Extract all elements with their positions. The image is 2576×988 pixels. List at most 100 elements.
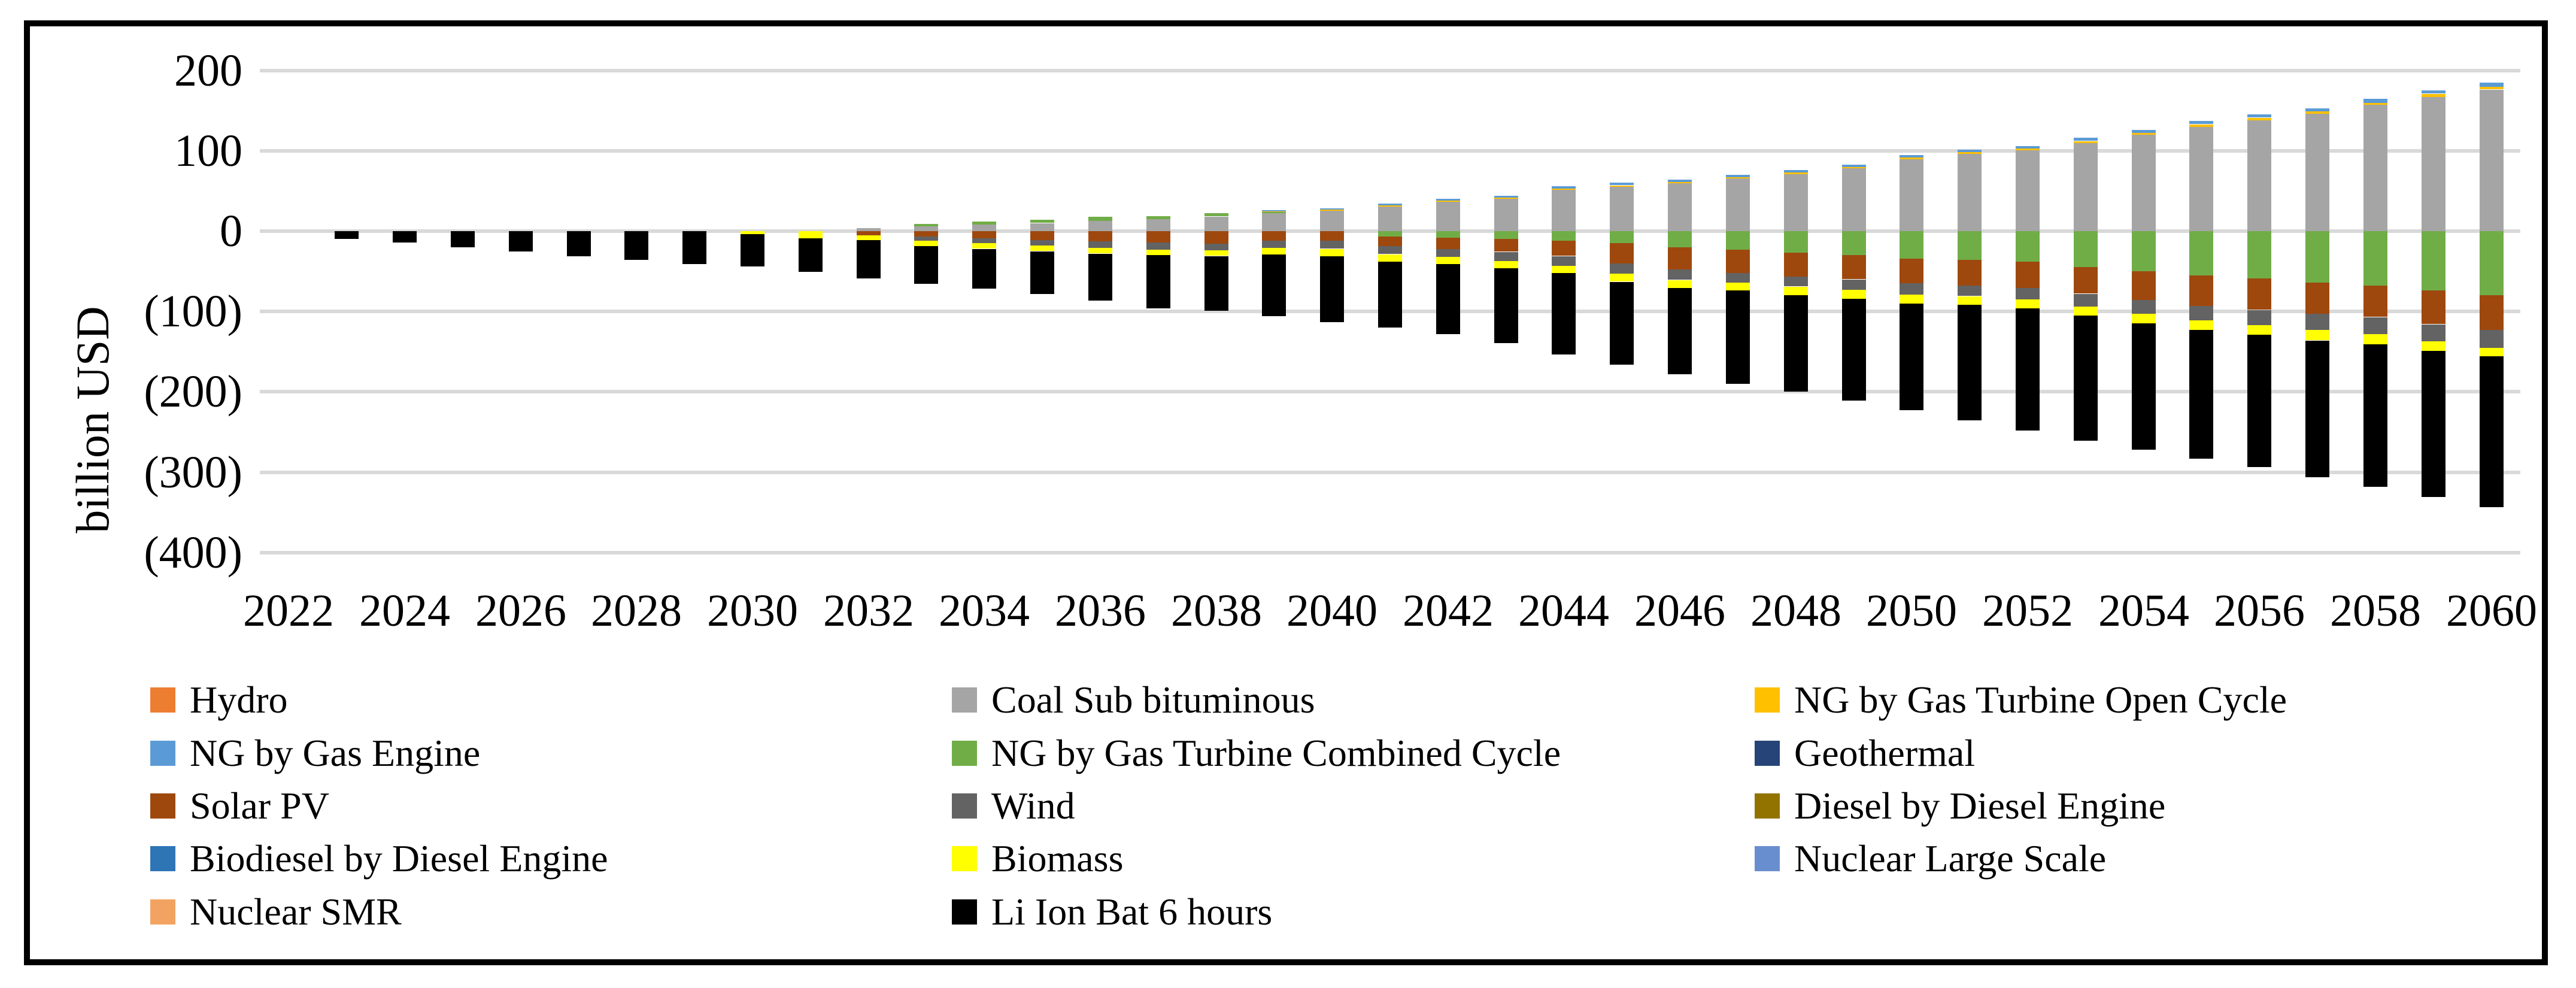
- x-tick-label: 2048: [1750, 586, 1841, 636]
- bar-segment-ng-by-gas-engine-2045: [1610, 183, 1634, 185]
- bar-segment-wind-2048: [1784, 277, 1808, 286]
- bar-segment-li-ion-bat-6-hours-2054: [2132, 323, 2156, 450]
- bar-segment-coal-sub-bituminous-2050: [1900, 159, 1923, 231]
- bar-segment-coal-sub-bituminous-2049: [1842, 168, 1866, 231]
- bar-segment-ng-by-gas-turbine-combined-cycle-2036: [1088, 217, 1112, 221]
- bar-segment-ng-by-gas-turbine-open-cycle-2041: [1378, 205, 1402, 207]
- legend-label: Nuclear Large Scale: [1794, 837, 2107, 880]
- y-tick-label: (200): [144, 366, 242, 417]
- bar-segment-solar-pv-2037: [1146, 231, 1170, 243]
- bar-segment-ng-by-gas-engine-2040: [1320, 208, 1344, 210]
- bar-segment-ng-by-gas-turbine-open-cycle-2050: [1900, 157, 1923, 159]
- bar-segment-ng-by-gas-turbine-combined-cycle-2060: [2480, 231, 2504, 295]
- legend-item: Nuclear SMR: [150, 892, 402, 932]
- bar-segment-li-ion-bat-6-hours-2032: [857, 240, 881, 278]
- bar-segment-wind-2060: [2480, 330, 2504, 348]
- y-tick-label: 100: [174, 126, 242, 176]
- bar-segment-li-ion-bat-6-hours-2035: [1030, 251, 1054, 294]
- bar-segment-coal-sub-bituminous-2059: [2422, 97, 2445, 231]
- bar-segment-ng-by-gas-turbine-combined-cycle-2055: [2189, 231, 2213, 275]
- bar-segment-biomass-2054: [2132, 314, 2156, 323]
- legend-label: NG by Gas Engine: [190, 732, 481, 774]
- x-tick-label: 2030: [707, 586, 798, 636]
- legend-label: Coal Sub bituminous: [991, 678, 1315, 721]
- bar-segment-li-ion-bat-6-hours-2058: [2363, 344, 2387, 487]
- bar-segment-solar-pv-2052: [2016, 262, 2040, 288]
- bar-segment-biomass-2039: [1262, 248, 1286, 254]
- bar-segment-ng-by-gas-turbine-combined-cycle-2039: [1262, 212, 1286, 213]
- legend-swatch-icon: [1755, 846, 1780, 871]
- bar-segment-coal-sub-bituminous-2036: [1088, 221, 1112, 231]
- bar-segment-wind-2051: [1958, 286, 1982, 296]
- bar-segment-ng-by-gas-engine-2039: [1262, 210, 1286, 211]
- bar-segment-ng-by-gas-engine-2053: [2074, 138, 2098, 141]
- bar-segment-biomass-2033: [914, 241, 938, 246]
- bar-segment-coal-sub-bituminous-2032: [857, 228, 881, 231]
- legend-item: Solar PV: [150, 786, 329, 826]
- bar-segment-ng-by-gas-turbine-combined-cycle-2044: [1552, 231, 1576, 241]
- bar-segment-li-ion-bat-6-hours-2042: [1436, 264, 1460, 334]
- legend-item: NG by Gas Turbine Combined Cycle: [952, 734, 1561, 773]
- bar-segment-ng-by-gas-turbine-combined-cycle-2054: [2132, 231, 2156, 271]
- bar-segment-biomass-2047: [1726, 283, 1750, 290]
- bar-segment-solar-pv-2032: [857, 231, 881, 235]
- bar-segment-ng-by-gas-turbine-combined-cycle-2042: [1436, 231, 1460, 238]
- bar-segment-ng-by-gas-turbine-combined-cycle-2051: [1958, 231, 1982, 260]
- legend-swatch-icon: [952, 741, 977, 766]
- bar-segment-solar-pv-2047: [1726, 250, 1750, 273]
- bar-segment-ng-by-gas-engine-2048: [1784, 170, 1808, 172]
- bar-segment-ng-by-gas-turbine-combined-cycle-2046: [1668, 231, 1692, 247]
- bar-segment-li-ion-bat-6-hours-2024: [393, 231, 417, 243]
- bar-segment-biomass-2043: [1494, 261, 1518, 268]
- y-tick-label: 200: [174, 46, 242, 96]
- bar-segment-coal-sub-bituminous-2056: [2247, 120, 2271, 231]
- bar-segment-coal-sub-bituminous-2041: [1378, 206, 1402, 231]
- x-tick-label: 2034: [939, 586, 1030, 636]
- bar-segment-li-ion-bat-6-hours-2053: [2074, 316, 2098, 441]
- bar-segment-li-ion-bat-6-hours-2052: [2016, 308, 2040, 431]
- bar-segment-solar-pv-2050: [1900, 259, 1923, 284]
- legend-label: Wind: [991, 784, 1075, 827]
- legend-item: Wind: [952, 786, 1075, 826]
- gridline-100: [260, 149, 2520, 153]
- bar-segment-coal-sub-bituminous-2058: [2363, 105, 2387, 231]
- bar-segment-ng-by-gas-turbine-combined-cycle-2056: [2247, 231, 2271, 278]
- bar-segment-li-ion-bat-6-hours-2036: [1088, 254, 1112, 301]
- legend-swatch-icon: [150, 846, 175, 871]
- bar-segment-li-ion-bat-6-hours-2056: [2247, 335, 2271, 467]
- bar-segment-li-ion-bat-6-hours-2049: [1842, 299, 1866, 401]
- bar-segment-ng-by-gas-engine-2056: [2247, 114, 2271, 117]
- legend-swatch-icon: [952, 846, 977, 871]
- bar-segment-ng-by-gas-turbine-combined-cycle-2033: [914, 224, 938, 226]
- bar-segment-ng-by-gas-engine-2046: [1668, 180, 1692, 182]
- legend-item: Biomass: [952, 839, 1123, 878]
- bar-segment-solar-pv-2053: [2074, 267, 2098, 293]
- y-tick-label: (100): [144, 286, 242, 337]
- bar-segment-biomass-2050: [1900, 295, 1923, 304]
- bar-segment-li-ion-bat-6-hours-2031: [799, 238, 823, 272]
- bar-segment-wind-2041: [1378, 246, 1402, 254]
- bar-segment-coal-sub-bituminous-2042: [1436, 201, 1460, 231]
- bar-segment-wind-2042: [1436, 249, 1460, 257]
- bar-segment-ng-by-gas-turbine-combined-cycle-2038: [1204, 213, 1228, 216]
- bar-segment-coal-sub-bituminous-2039: [1262, 213, 1286, 231]
- bar-segment-ng-by-gas-turbine-combined-cycle-2058: [2363, 231, 2387, 286]
- x-tick-label: 2044: [1518, 586, 1609, 636]
- legend-item: Geothermal: [1755, 734, 1975, 773]
- bar-segment-ng-by-gas-turbine-combined-cycle-2053: [2074, 231, 2098, 267]
- x-tick-label: 2060: [2446, 586, 2537, 636]
- bar-segment-coal-sub-bituminous-2053: [2074, 143, 2098, 231]
- bar-segment-solar-pv-2058: [2363, 286, 2387, 317]
- bar-segment-wind-2036: [1088, 241, 1112, 248]
- bar-segment-ng-by-gas-turbine-open-cycle-2044: [1552, 189, 1576, 190]
- bar-segment-solar-pv-2042: [1436, 238, 1460, 249]
- bar-segment-li-ion-bat-6-hours-2051: [1958, 305, 1982, 420]
- bar-segment-ng-by-gas-turbine-combined-cycle-2041: [1378, 231, 1402, 237]
- y-tick-label: (400): [144, 528, 242, 578]
- bar-segment-coal-sub-bituminous-2033: [914, 226, 938, 231]
- bar-segment-biomass-2040: [1320, 249, 1344, 256]
- bar-segment-wind-2055: [2189, 306, 2213, 320]
- bar-segment-li-ion-bat-6-hours-2045: [1610, 282, 1634, 365]
- bar-segment-ng-by-gas-engine-2042: [1436, 199, 1460, 201]
